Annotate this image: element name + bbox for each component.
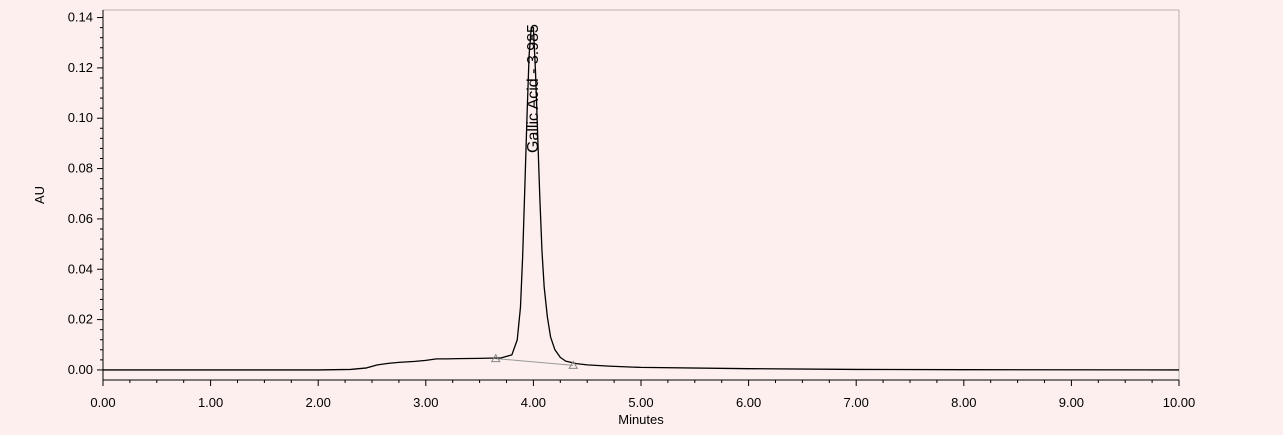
x-tick-label: 0.00 [90, 395, 115, 410]
x-tick-label: 5.00 [628, 395, 653, 410]
x-axis-ticks: 0.00 1.00 2.00 3.00 4.00 5.00 6.00 7.00 8.00 9.00… [90, 380, 1195, 410]
x-tick-label: 1.00 [198, 395, 223, 410]
y-tick-label: 0.02 [68, 312, 93, 327]
y-axis-title: AU [32, 186, 47, 204]
y-tick-label: 0.10 [68, 110, 93, 125]
x-axis-title: Minutes [618, 412, 664, 427]
x-tick-label: 9.00 [1059, 395, 1084, 410]
peak-boundary-marker [490, 353, 501, 363]
peak-boundary-marker [568, 360, 579, 369]
y-tick-label: 0.06 [68, 211, 93, 226]
y-tick-label: 0.00 [68, 362, 93, 377]
peak-annotation-label: Gallic Acid - 3.985 [525, 24, 542, 153]
y-tick-label: 0.04 [68, 261, 93, 276]
x-tick-label: 4.00 [521, 395, 546, 410]
x-tick-label: 6.00 [736, 395, 761, 410]
x-tick-label: 3.00 [413, 395, 438, 410]
y-tick-label: 0.14 [68, 10, 93, 25]
y-tick-label: 0.12 [68, 60, 93, 75]
x-tick-label: 2.00 [306, 395, 331, 410]
x-tick-label: 10.00 [1163, 395, 1196, 410]
integration-baseline [495, 358, 574, 366]
y-tick-label: 0.08 [68, 161, 93, 176]
plot-marks: Gallic Acid - 3.985 [103, 24, 1180, 371]
x-tick-label: 7.00 [844, 395, 869, 410]
y-axis-ticks: 0.00 0.02 0.04 0.06 0.08 0.10 0.12 0.14 [68, 10, 103, 377]
x-tick-label: 8.00 [951, 395, 976, 410]
chromatogram-trace [103, 26, 1180, 371]
